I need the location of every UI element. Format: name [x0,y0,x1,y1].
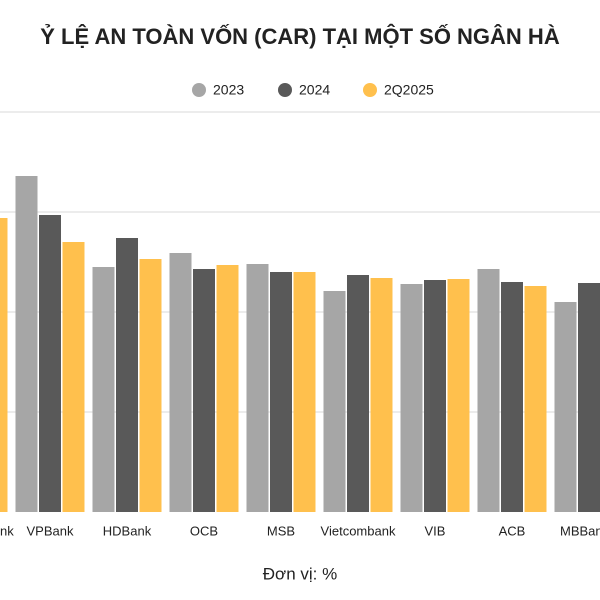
x-tick-label: HDBank [103,523,152,538]
bar [424,280,446,512]
bar [62,242,85,512]
bar [524,286,547,512]
bar [400,284,423,512]
bar [554,302,577,512]
bar [323,291,346,512]
x-tick-label: VPBank [27,523,74,538]
bar [39,215,61,512]
bar [293,272,316,512]
legend-swatch [192,83,206,97]
bar [477,269,500,512]
footnote: Đơn vị: % [263,564,337,583]
x-tick-label: ACB [499,523,526,538]
bar [169,253,192,512]
bar [501,282,523,512]
x-tick-label: nk [0,523,14,538]
x-tick-label: MSB [267,523,295,538]
bar [216,265,239,512]
x-tick-label: MBBan [560,523,600,538]
bar [139,259,162,512]
bar [347,275,369,512]
bar [15,176,38,512]
bar [193,269,215,512]
bar [270,272,292,512]
legend-swatch [363,83,377,97]
bar [0,218,8,512]
bar [447,279,470,512]
bar [578,283,600,512]
legend-label: 2024 [299,82,330,98]
bar [370,278,393,512]
chart-title: Ỷ LỆ AN TOÀN VỐN (CAR) TẠI MỘT SỐ NGÂN H… [40,23,560,49]
x-tick-label: OCB [190,523,218,538]
bar [246,264,269,512]
legend-label: 2Q2025 [384,82,434,98]
bar [92,267,115,512]
legend-label: 2023 [213,82,244,98]
x-tick-label: VIB [425,523,446,538]
bar [116,238,138,512]
legend-swatch [278,83,292,97]
x-tick-label: Vietcombank [321,523,396,538]
